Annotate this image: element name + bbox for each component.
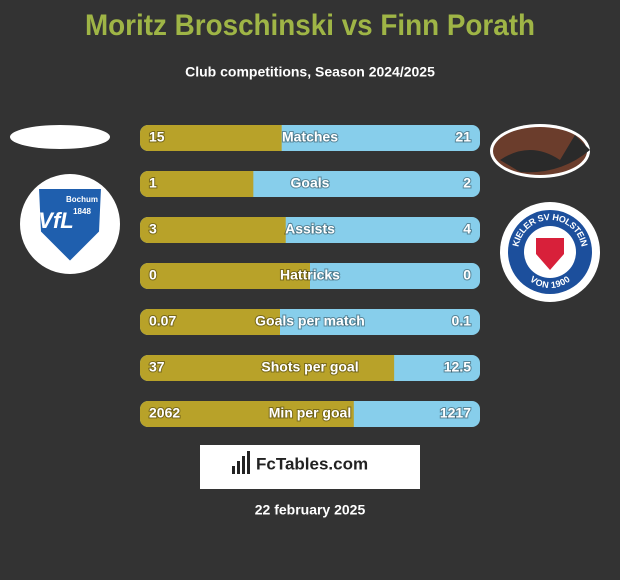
left-bar xyxy=(140,355,395,381)
stat-label: Shots per goal xyxy=(261,359,358,375)
stat-row xyxy=(140,171,480,197)
stat-label: Min per goal xyxy=(269,405,351,421)
right-value: 0 xyxy=(463,267,471,283)
left-bar xyxy=(140,125,282,151)
right-value: 1217 xyxy=(440,405,471,421)
badge-year: 1848 xyxy=(73,207,91,216)
icon-bar xyxy=(237,461,240,474)
icon-bar xyxy=(232,466,235,474)
brand-icon xyxy=(232,451,250,474)
stat-row xyxy=(140,401,480,427)
title: Moritz Broschinski vs Finn Porath xyxy=(85,9,535,42)
stat-label: Goals per match xyxy=(255,313,365,329)
left-player-placeholder xyxy=(10,125,110,149)
subtitle: Club competitions, Season 2024/2025 xyxy=(185,64,435,80)
right-value: 2 xyxy=(463,175,471,191)
right-value: 21 xyxy=(455,129,471,145)
left-club-logo: VfL Bochum 1848 xyxy=(20,174,120,274)
stat-row xyxy=(140,217,480,243)
icon-bar xyxy=(242,456,245,474)
left-value: 1 xyxy=(149,175,157,191)
left-bar xyxy=(140,309,280,335)
left-bar xyxy=(140,217,286,243)
brand-box xyxy=(200,445,420,489)
right-value: 4 xyxy=(463,221,471,237)
badge-short: VfL xyxy=(38,208,73,233)
left-value: 15 xyxy=(149,129,165,145)
left-value: 2062 xyxy=(149,405,180,421)
left-value: 37 xyxy=(149,359,165,375)
badge-bottom-path: VON 1900 xyxy=(528,274,572,290)
stat-rows: 15 21 Matches 1 2 Goals 3 4 Assists 0 0 Hattricks 0.… xyxy=(140,125,480,427)
icon-bar xyxy=(247,451,250,474)
brand: FcTables.com xyxy=(256,454,368,473)
shield xyxy=(36,187,104,264)
date: 22 february 2025 xyxy=(255,502,366,518)
stat-row xyxy=(140,263,480,289)
right-value: 0.1 xyxy=(452,313,472,329)
stat-label: Hattricks xyxy=(280,267,340,283)
stat-row xyxy=(140,125,480,151)
logo-shield xyxy=(536,238,564,270)
stat-label: Assists xyxy=(285,221,335,237)
stat-row xyxy=(140,355,480,381)
stat-label: Matches xyxy=(282,129,338,145)
left-value: 0.07 xyxy=(149,313,176,329)
badge-bottom: VON 1900 xyxy=(528,274,572,290)
left-bar xyxy=(140,263,310,289)
right-player-photo xyxy=(490,124,590,178)
stat-row xyxy=(140,309,480,335)
photo-figure xyxy=(500,135,590,173)
right-value: 12.5 xyxy=(444,359,471,375)
left-value: 3 xyxy=(149,221,157,237)
right-club-logo: KIELER SV HOLSTEIN VON 1900 xyxy=(500,202,600,302)
left-bar xyxy=(140,171,254,197)
left-bar xyxy=(140,401,354,427)
left-value: 0 xyxy=(149,267,157,283)
badge-city: Bochum xyxy=(66,195,98,204)
stat-label: Goals xyxy=(291,175,330,191)
